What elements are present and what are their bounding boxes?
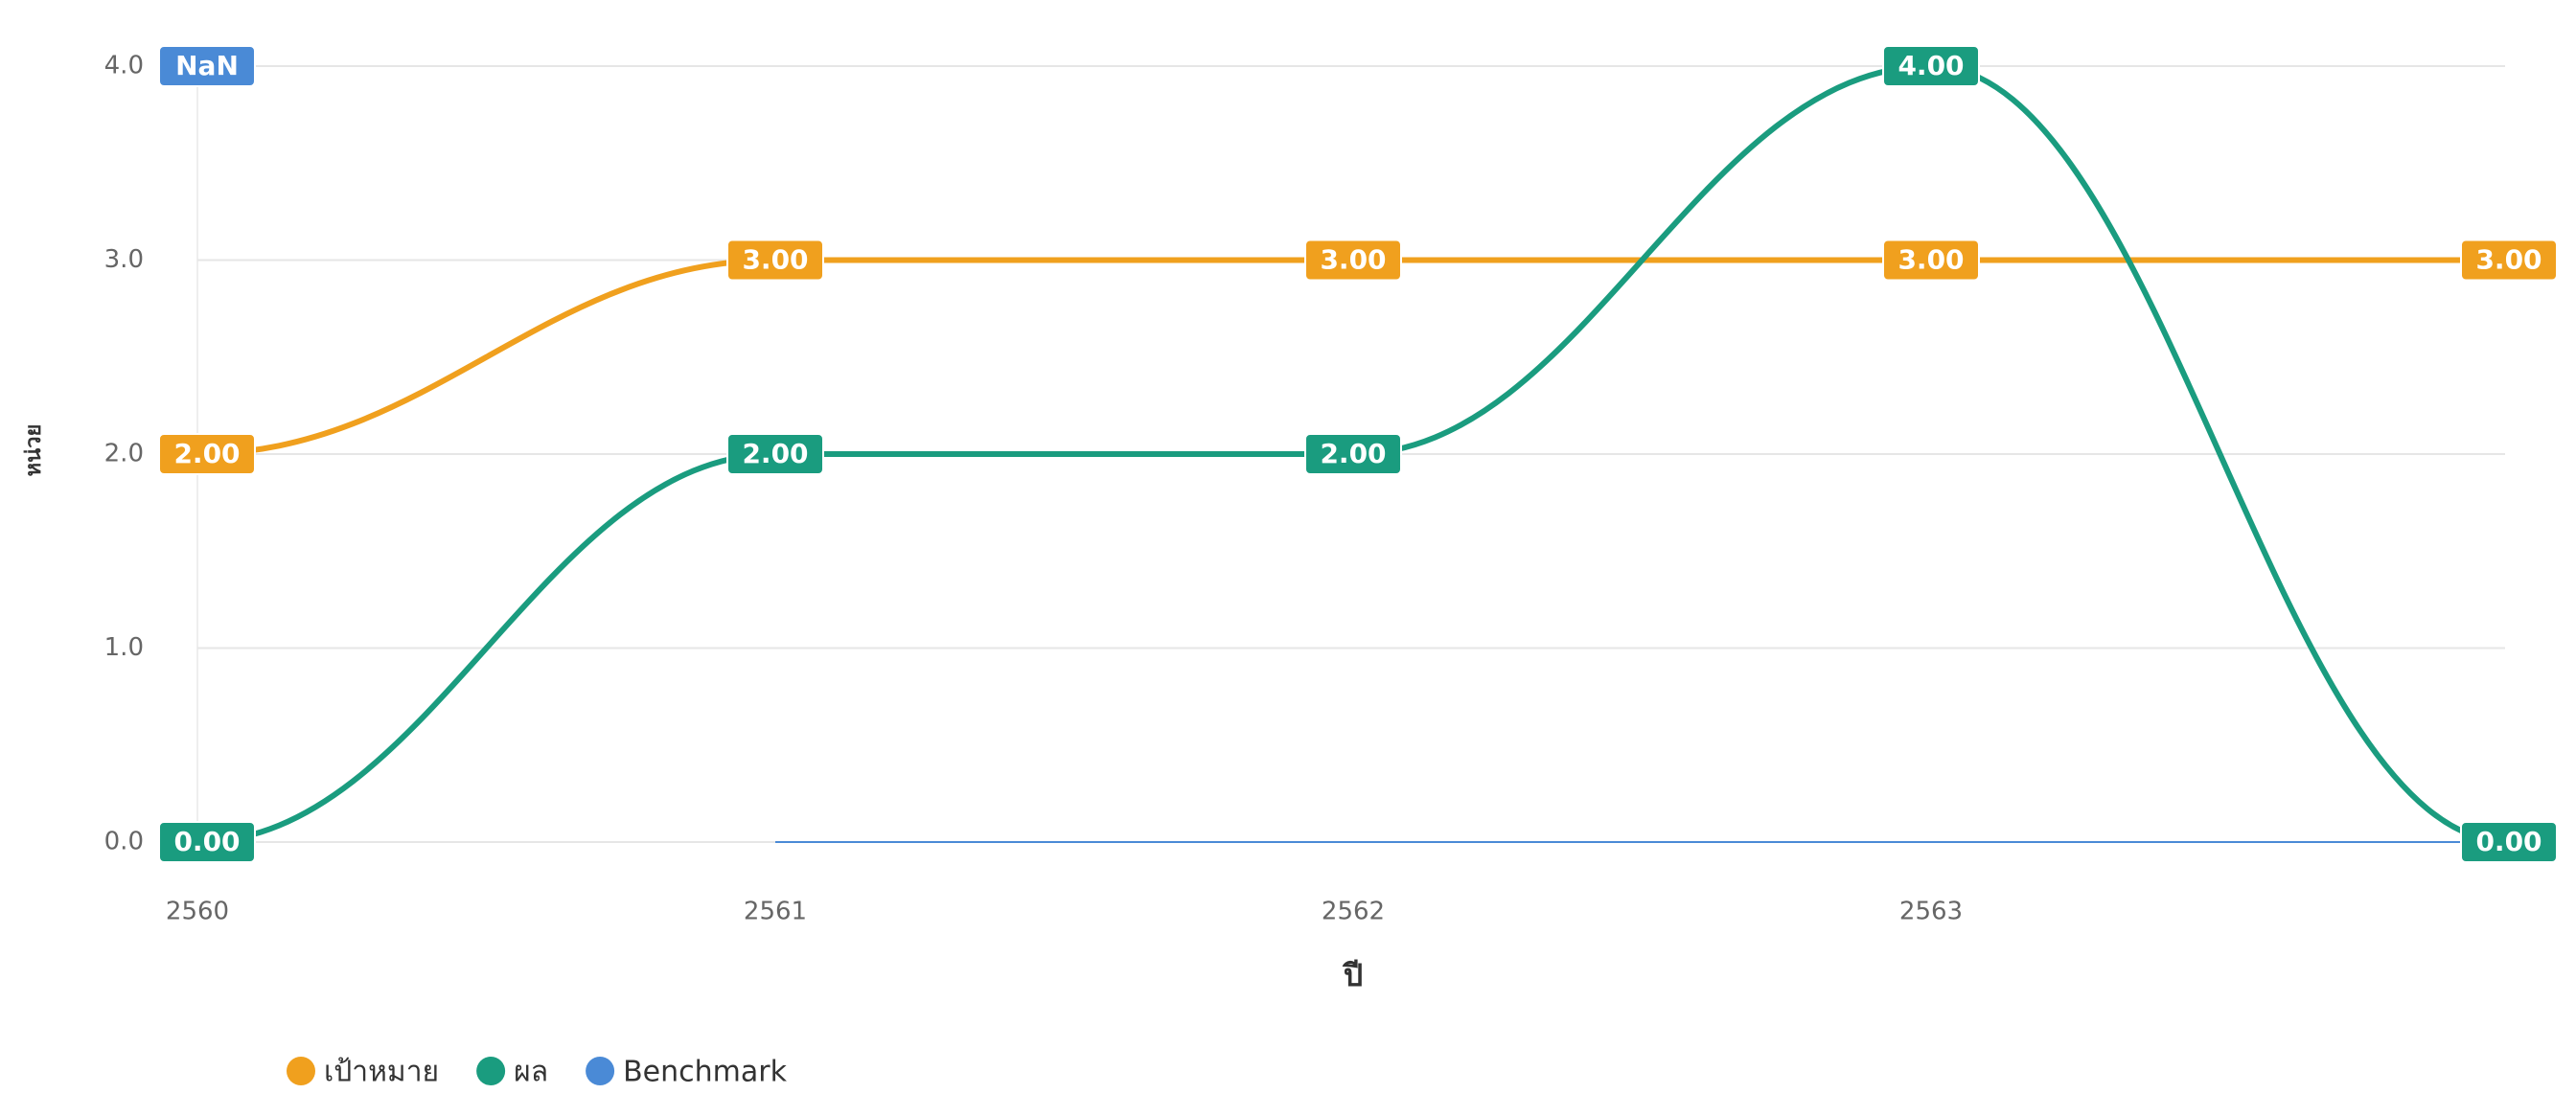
series-line — [196, 257, 2509, 457]
y-tick-label: 0.0 — [104, 828, 144, 856]
x-tick-label: 2563 — [1899, 898, 1963, 926]
x-axis-title: ปี — [1342, 957, 1363, 993]
legend-swatch — [476, 1057, 506, 1085]
x-tick-label: 2561 — [744, 898, 807, 926]
y-axis-title: หน่วย — [22, 424, 46, 477]
data-label: 3.00 — [1898, 244, 1964, 276]
data-label-bg — [726, 433, 824, 475]
legend-label: ผล — [514, 1056, 548, 1089]
legend-label: เป้าหมาย — [324, 1056, 439, 1089]
data-label: NaN — [175, 50, 239, 81]
data-label-bg — [158, 45, 256, 87]
data-label-bg — [1882, 45, 1980, 87]
data-label-bg — [158, 433, 256, 475]
data-label-bg — [158, 821, 256, 863]
data-label: 4.00 — [1898, 50, 1964, 81]
data-label-bg — [2460, 239, 2558, 282]
data-label: 2.00 — [173, 438, 240, 469]
legend-swatch — [287, 1057, 315, 1085]
x-tick-label: 2560 — [166, 898, 229, 926]
data-label-bg — [1304, 433, 1402, 475]
data-label: 3.00 — [2475, 244, 2542, 276]
data-label: 0.00 — [2475, 826, 2542, 857]
y-tick-label: 3.0 — [104, 245, 144, 274]
y-tick-label: 2.0 — [104, 440, 144, 468]
data-label-bg — [2460, 821, 2558, 863]
legend-label: Benchmark — [623, 1056, 788, 1089]
data-label: 2.00 — [742, 438, 808, 469]
data-label: 3.00 — [742, 244, 808, 276]
legend-swatch — [586, 1057, 615, 1085]
data-label-bg — [1882, 239, 1980, 282]
data-label: 0.00 — [173, 826, 240, 857]
y-tick-label: 4.0 — [104, 52, 144, 80]
data-label-bg — [1304, 239, 1402, 282]
x-tick-label: 2562 — [1322, 898, 1385, 926]
data-label: 2.00 — [1320, 438, 1386, 469]
data-label: 3.00 — [1320, 244, 1386, 276]
series-line — [196, 62, 2510, 845]
data-label-bg — [726, 239, 824, 282]
y-tick-label: 1.0 — [104, 633, 144, 662]
